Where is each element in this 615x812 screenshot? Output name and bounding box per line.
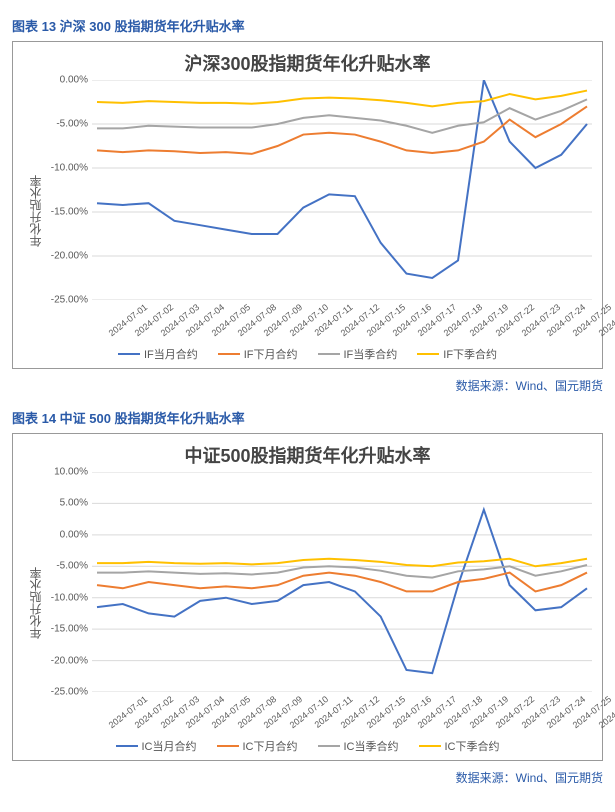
legend-swatch <box>419 745 441 747</box>
legend-label: IF当月合约 <box>144 346 198 362</box>
legend-swatch <box>318 745 340 747</box>
legend-item: IF当季合约 <box>318 346 398 362</box>
chart1-title: 沪深300股指期货年化升贴水率 <box>23 50 592 76</box>
figure-caption-13: 图表 13 沪深 300 股指期货年化升贴水率 <box>12 16 603 35</box>
legend-label: IF当季合约 <box>344 346 398 362</box>
legend-label: IF下月合约 <box>244 346 298 362</box>
legend-item: IC当月合约 <box>116 738 197 754</box>
legend-item: IC下季合约 <box>419 738 500 754</box>
legend-label: IC下月合约 <box>243 738 298 754</box>
y-tick-label: 0.00% <box>60 529 88 540</box>
y-tick-label: -5.00% <box>56 561 88 572</box>
legend-label: IC下季合约 <box>445 738 500 754</box>
y-tick-label: -25.00% <box>51 687 88 698</box>
chart2-plot: 10.00%5.00%0.00%-5.00%-10.00%-15.00%-20.… <box>44 472 592 692</box>
legend-item: IF下月合约 <box>218 346 298 362</box>
chart2-title: 中证500股指期货年化升贴水率 <box>23 442 592 468</box>
y-tick-label: -5.00% <box>56 119 88 130</box>
legend-swatch <box>116 745 138 747</box>
chart1-legend: IF当月合约 IF下月合约 IF当季合约 IF下季合约 <box>23 346 592 362</box>
legend-label: IC当月合约 <box>142 738 197 754</box>
y-tick-label: -15.00% <box>51 624 88 635</box>
y-tick-label: -10.00% <box>51 592 88 603</box>
y-tick-label: -10.00% <box>51 163 88 174</box>
y-tick-label: -20.00% <box>51 655 88 666</box>
chart-box-1: 沪深300股指期货年化升贴水率 年化升贴水率 0.00% -5.00% -10.00… <box>12 41 603 369</box>
y-tick-label: 10.00% <box>54 467 88 478</box>
legend-swatch <box>118 353 140 355</box>
figure-caption-14: 图表 14 中证 500 股指期货年化升贴水率 <box>12 408 603 427</box>
y-tick-label: 0.00% <box>60 75 88 86</box>
chart1-plot: 0.00%-5.00%-10.00%-15.00%-20.00%-25.00% <box>44 80 592 300</box>
y-tick-label: 5.00% <box>60 498 88 509</box>
legend-item: IF下季合约 <box>417 346 497 362</box>
legend-item: IC下月合约 <box>217 738 298 754</box>
chart1-ylabel: 年化升贴水率 <box>23 80 44 342</box>
chart1-source: 数据来源：Wind、国元期货 <box>12 377 603 394</box>
legend-swatch <box>318 353 340 355</box>
legend-label: IC当季合约 <box>344 738 399 754</box>
legend-label: IF下季合约 <box>443 346 497 362</box>
chart-box-2: 中证500股指期货年化升贴水率 年化升贴水率 10.00% 5.00% 0.00% -… <box>12 433 603 761</box>
chart2-source: 数据来源：Wind、国元期货 <box>12 769 603 786</box>
chart2-legend: IC当月合约 IC下月合约 IC当季合约 IC下季合约 <box>23 738 592 754</box>
legend-item: IC当季合约 <box>318 738 399 754</box>
legend-item: IF当月合约 <box>118 346 198 362</box>
chart2-ylabel: 年化升贴水率 <box>23 472 44 734</box>
legend-swatch <box>218 353 240 355</box>
legend-swatch <box>217 745 239 747</box>
legend-swatch <box>417 353 439 355</box>
y-tick-label: -20.00% <box>51 251 88 262</box>
y-tick-label: -25.00% <box>51 295 88 306</box>
y-tick-label: -15.00% <box>51 207 88 218</box>
